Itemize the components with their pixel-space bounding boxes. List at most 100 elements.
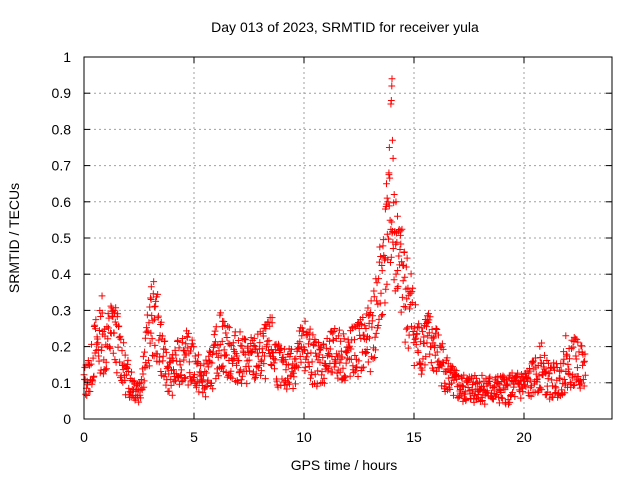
data-point [329,329,337,337]
data-point [298,324,306,332]
data-point [314,367,322,375]
data-point [445,374,453,382]
data-point [341,373,349,381]
y-tick-label: 0.4 [52,266,72,282]
data-point [555,391,563,399]
data-point [181,374,189,382]
data-point [549,382,556,390]
data-point [377,253,385,260]
data-point [338,353,346,361]
data-point [149,351,156,359]
data-point [403,254,411,262]
data-point [534,389,542,396]
data-point [409,284,417,292]
data-point [521,381,529,389]
data-point [236,328,244,336]
data-point [320,340,327,348]
data-point [121,351,129,359]
data-point [92,316,100,324]
data-point [412,341,420,349]
data-point [464,384,472,391]
data-point [364,304,372,312]
data-point [159,332,166,340]
data-point [332,359,340,367]
data-point [119,362,126,369]
data-point [98,309,106,317]
data-point [223,334,231,341]
data-point [116,333,124,340]
data-point [242,336,249,344]
data-point [135,398,143,406]
data-point [559,359,567,367]
y-tick-label: 0.1 [52,375,72,391]
data-point [383,230,391,238]
y-tick-label: 0.6 [52,194,72,210]
data-point [254,352,262,360]
data-point [209,385,217,393]
data-point [446,386,454,393]
data-point [580,358,588,366]
data-point [433,348,441,356]
axis-ticks [83,56,612,420]
data-point [430,333,438,341]
data-point [124,368,132,375]
data-point [449,363,457,371]
data-point [217,309,225,317]
data-point [147,294,154,302]
data-point [304,359,312,366]
data-point [551,383,559,391]
data-point [438,340,446,348]
data-point [180,356,188,364]
data-point [573,335,581,343]
data-point [140,383,148,391]
data-point [107,302,115,310]
data-point [481,400,489,408]
data-point [89,354,97,362]
data-point [204,376,212,384]
data-point [499,372,507,380]
data-point [402,303,409,311]
data-point [414,323,421,331]
data-point [376,243,384,251]
data-point [438,362,446,370]
data-point [286,380,293,388]
data-point [96,327,103,334]
data-point [252,370,260,378]
data-point [122,371,130,379]
data-point [252,374,259,381]
data-point [251,375,259,383]
data-point [164,362,171,370]
data-point [399,277,407,285]
data-point [383,194,391,202]
data-point [371,354,379,361]
data-point [392,198,400,206]
data-point [147,329,155,337]
data-point [293,362,301,370]
data-point [189,340,196,348]
data-point [473,374,480,382]
data-point [362,325,370,332]
data-point [401,273,409,281]
y-tick-label: 0.9 [52,85,72,101]
data-point [148,335,156,342]
data-point [375,275,383,283]
chart-title: Day 013 of 2023, SRMTID for receiver yul… [211,19,479,35]
data-point [430,366,438,374]
data-point [402,325,410,333]
data-point [201,368,209,375]
data-point [288,368,296,376]
data-point [494,380,502,387]
data-point [377,289,385,297]
data-point [264,318,272,326]
data-point [366,368,374,376]
data-point [103,365,110,373]
data-point [145,319,153,327]
data-point [245,362,253,370]
data-point [468,373,476,381]
data-point [390,191,398,198]
data-point [202,356,210,364]
data-point [301,346,308,354]
data-point [318,368,326,376]
data-point [94,339,102,347]
data-point [336,368,344,376]
